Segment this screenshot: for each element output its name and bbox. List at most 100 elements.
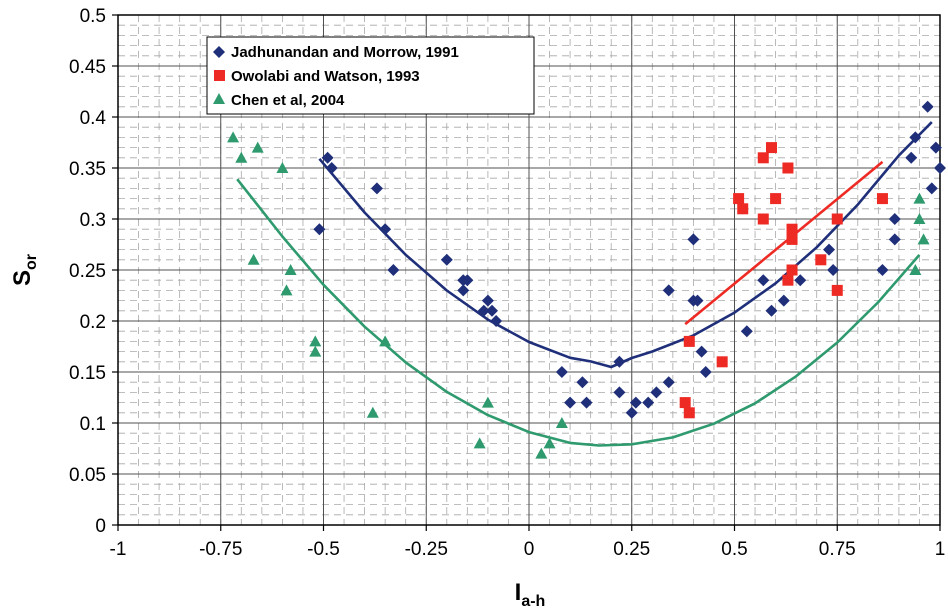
- x-tick-label: -1: [110, 539, 127, 560]
- diamond-point: [580, 396, 593, 409]
- diamond-point: [379, 223, 392, 236]
- x-tick-label: -0.5: [307, 539, 340, 560]
- square-point: [683, 335, 695, 347]
- triangle-point: [276, 162, 289, 173]
- square-point: [831, 284, 843, 296]
- triangle-point: [309, 335, 322, 347]
- diamond-point: [794, 274, 807, 287]
- trend-jadhunandan-line: [318, 121, 933, 369]
- trend-chen-line: [236, 178, 921, 447]
- square-point: [831, 213, 843, 225]
- legend-label: Jadhunandan and Morrow, 1991: [231, 44, 459, 61]
- x-axis-title: Ia-h: [515, 579, 546, 610]
- triangle-point: [280, 284, 293, 296]
- y-tick-label: 0.15: [69, 363, 106, 384]
- triangle-point: [543, 437, 556, 449]
- y-tick-label: 0.35: [69, 159, 106, 180]
- y-tick-label: 0.05: [69, 465, 106, 486]
- diamond-point: [925, 182, 938, 195]
- y-tick-labels: 0 0.05 0.1 0.15 0.2 0.25 0.3 0.35 0.4 0.45 0.5: [69, 6, 106, 537]
- diamond-point: [687, 233, 700, 246]
- trend-owolabi-line: [684, 160, 884, 326]
- square-point: [679, 397, 691, 409]
- triangle-point: [535, 447, 548, 459]
- legend-item-owolabi: Owolabi and Watson, 1993: [214, 68, 420, 85]
- y-tick-label: 0: [95, 516, 106, 537]
- legend-marker-triangle: [213, 93, 225, 104]
- legend: Jadhunandan and Morrow, 1991 Owolabi and…: [206, 36, 535, 115]
- x-tick-label: -0.25: [405, 539, 448, 560]
- diamond-point: [613, 355, 626, 368]
- square-point: [782, 162, 794, 174]
- square-point: [782, 274, 794, 286]
- triangle-point: [309, 345, 322, 357]
- diamond-point: [765, 304, 778, 317]
- diamond-point: [486, 304, 499, 317]
- triangle-point: [251, 141, 264, 153]
- x-tick-label: 0.75: [819, 539, 856, 560]
- diamond-point: [481, 294, 494, 307]
- triangle-point: [473, 437, 486, 449]
- diamond-point: [909, 131, 922, 144]
- diamond-point: [555, 366, 568, 378]
- diamond-point: [313, 223, 326, 236]
- square-point: [815, 254, 827, 266]
- y-tick-label: 0.3: [80, 210, 106, 231]
- square-point: [770, 193, 782, 205]
- diamond-point: [387, 264, 400, 276]
- diamond-point: [662, 376, 675, 389]
- diamond-point: [613, 386, 626, 399]
- triangle-point: [366, 406, 379, 418]
- square-point: [757, 213, 769, 225]
- plot-area: [117, 14, 941, 526]
- x-tick-label: 0: [524, 539, 535, 560]
- triangle-point: [284, 264, 297, 275]
- y-tick-label: 0.5: [80, 6, 106, 27]
- legend-label: Owolabi and Watson, 1993: [231, 68, 420, 85]
- diamond-point: [662, 284, 675, 297]
- square-point: [683, 407, 695, 419]
- legend-item-jadhunandan: Jadhunandan and Morrow, 1991: [213, 44, 459, 61]
- y-tick-label: 0.45: [69, 57, 106, 78]
- y-tick-label: 0.25: [69, 261, 106, 282]
- square-point: [733, 193, 745, 205]
- diamond-point: [929, 141, 942, 154]
- diamond-point: [740, 325, 753, 338]
- diamond-point: [921, 100, 934, 113]
- legend-box: [206, 36, 535, 115]
- diamond-point: [650, 386, 663, 399]
- diamond-point: [905, 151, 918, 164]
- legend-marker-diamond: [213, 46, 225, 58]
- diamond-point: [888, 233, 901, 246]
- diamond-point: [757, 274, 770, 287]
- y-tick-label: 0.4: [80, 108, 107, 129]
- diamond-point: [642, 396, 655, 409]
- x-tick-label: 0.5: [721, 539, 747, 560]
- x-tick-labels: -1 -0.75 -0.5 -0.25 0 0.25 0.5 0.75 1: [110, 539, 946, 560]
- data-points: [227, 100, 946, 459]
- triangle-point: [555, 417, 568, 428]
- y-axis-title: Sor: [9, 254, 40, 286]
- diamond-point: [321, 151, 334, 164]
- square-point: [716, 356, 728, 368]
- triangle-point: [913, 213, 926, 224]
- triangle-point: [379, 335, 392, 347]
- legend-marker-square: [214, 70, 225, 81]
- diamond-point: [876, 264, 889, 276]
- y-tick-label: 0.2: [80, 312, 106, 333]
- diamond-point: [625, 406, 638, 419]
- square-point: [786, 264, 798, 276]
- triangle-point: [227, 131, 240, 143]
- diamond-point: [457, 284, 470, 297]
- diamond-point: [823, 243, 836, 256]
- triangle-point: [235, 151, 248, 163]
- diamond-point: [477, 304, 490, 317]
- diamond-point: [888, 213, 901, 225]
- diamond-point: [695, 345, 708, 358]
- trend-lines: [236, 121, 933, 447]
- x-tick-label: -0.75: [199, 539, 242, 560]
- triangle-point: [917, 233, 930, 245]
- square-point: [765, 142, 777, 154]
- triangle-point: [909, 264, 922, 275]
